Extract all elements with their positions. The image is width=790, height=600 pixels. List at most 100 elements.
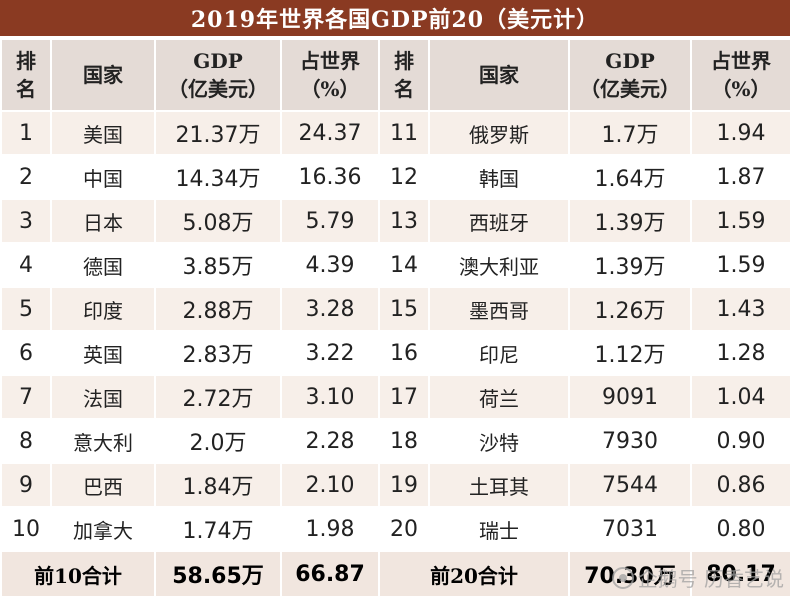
country-cell: 巴西 [50, 462, 156, 508]
table-row: 10 加拿大 1.74万 1.98 20 瑞士 7031 0.80 [0, 506, 790, 552]
share-cell: 4.39 [280, 242, 380, 288]
header-share: 占世界 （%） [280, 38, 380, 112]
table-row: 5 印度 2.88万 3.28 15 墨西哥 1.26万 1.43 [0, 286, 790, 332]
rank-cell: 8 [0, 418, 52, 464]
rank-cell: 6 [0, 330, 52, 376]
gdp-cell: 2.88万 [154, 286, 282, 332]
gdp-cell: 2.72万 [154, 374, 282, 420]
country-cell: 印度 [50, 286, 156, 332]
rank-cell: 4 [0, 242, 52, 288]
gdp-cell: 1.7万 [568, 110, 692, 156]
rank-cell: 9 [0, 462, 52, 508]
share-cell: 1.43 [690, 286, 790, 332]
header-gdp: GDP （亿美元） [568, 38, 692, 112]
gdp-cell: 7930 [568, 418, 692, 464]
country-cell: 瑞士 [428, 506, 570, 552]
country-cell: 意大利 [50, 418, 156, 464]
rank-cell: 13 [378, 198, 430, 244]
gdp-cell: 1.39万 [568, 242, 692, 288]
gdp-cell: 1.64万 [568, 154, 692, 200]
total-label-top10: 前10合计 [0, 550, 156, 598]
gdp-cell: 1.26万 [568, 286, 692, 332]
share-cell: 1.94 [690, 110, 790, 156]
gdp-cell: 9091 [568, 374, 692, 420]
table-row: 2 中国 14.34万 16.36 12 韩国 1.64万 1.87 [0, 154, 790, 200]
country-cell: 日本 [50, 198, 156, 244]
gdp-cell: 21.37万 [154, 110, 282, 156]
watermark-text: 企鹅号 历香艺说 [637, 567, 784, 591]
table-row: 9 巴西 1.84万 2.10 19 土耳其 7544 0.86 [0, 462, 790, 508]
rank-cell: 19 [378, 462, 430, 508]
rank-cell: 3 [0, 198, 52, 244]
rank-cell: 11 [378, 110, 430, 156]
rank-cell: 12 [378, 154, 430, 200]
rank-cell: 5 [0, 286, 52, 332]
share-cell: 24.37 [280, 110, 380, 156]
country-cell: 土耳其 [428, 462, 570, 508]
gdp-cell: 1.74万 [154, 506, 282, 552]
total-share-top20: 80.17 [690, 550, 790, 598]
rank-cell: 17 [378, 374, 430, 420]
share-cell: 3.10 [280, 374, 380, 420]
header-row: 排名 国家 GDP （亿美元） 占世界 （%） 排名 国家 GDP （亿美元） 占世界… [0, 38, 790, 112]
gdp-ranking-table: 排名 国家 GDP （亿美元） 占世界 （%） 排名 国家 GDP （亿美元） 占世界… [0, 38, 790, 598]
header-rank: 排名 [378, 38, 430, 112]
share-cell: 1.28 [690, 330, 790, 376]
table-row: 7 法国 2.72万 3.10 17 荷兰 9091 1.04 [0, 374, 790, 420]
gdp-cell: 7544 [568, 462, 692, 508]
country-cell: 荷兰 [428, 374, 570, 420]
header-gdp: GDP （亿美元） [154, 38, 282, 112]
rank-cell: 2 [0, 154, 52, 200]
rank-cell: 20 [378, 506, 430, 552]
share-cell: 1.59 [690, 242, 790, 288]
gdp-cell: 7031 [568, 506, 692, 552]
country-cell: 韩国 [428, 154, 570, 200]
gdp-cell: 1.84万 [154, 462, 282, 508]
table-row: 1 美国 21.37万 24.37 11 俄罗斯 1.7万 1.94 [0, 110, 790, 156]
share-cell: 3.22 [280, 330, 380, 376]
header-country: 国家 [428, 38, 570, 112]
share-cell: 1.59 [690, 198, 790, 244]
total-gdp-top10: 58.65万 [154, 550, 282, 598]
country-cell: 加拿大 [50, 506, 156, 552]
country-cell: 英国 [50, 330, 156, 376]
rank-cell: 16 [378, 330, 430, 376]
gdp-cell: 2.83万 [154, 330, 282, 376]
table-row: 8 意大利 2.0万 2.28 18 沙特 7930 0.90 [0, 418, 790, 464]
table-title: 2019年世界各国GDP前20（美元计） [0, 0, 790, 38]
share-cell: 0.86 [690, 462, 790, 508]
table-row: 4 德国 3.85万 4.39 14 澳大利亚 1.39万 1.59 [0, 242, 790, 288]
gdp-cell: 1.39万 [568, 198, 692, 244]
share-cell: 0.80 [690, 506, 790, 552]
table-row: 3 日本 5.08万 5.79 13 西班牙 1.39万 1.59 [0, 198, 790, 244]
rank-cell: 10 [0, 506, 52, 552]
share-cell: 2.10 [280, 462, 380, 508]
rank-cell: 18 [378, 418, 430, 464]
country-cell: 中国 [50, 154, 156, 200]
share-cell: 2.28 [280, 418, 380, 464]
country-cell: 印尼 [428, 330, 570, 376]
header-share: 占世界 （%） [690, 38, 790, 112]
share-cell: 1.04 [690, 374, 790, 420]
country-cell: 美国 [50, 110, 156, 156]
country-cell: 沙特 [428, 418, 570, 464]
country-cell: 墨西哥 [428, 286, 570, 332]
country-cell: 俄罗斯 [428, 110, 570, 156]
share-cell: 3.28 [280, 286, 380, 332]
rank-cell: 7 [0, 374, 52, 420]
rank-cell: 1 [0, 110, 52, 156]
share-cell: 5.79 [280, 198, 380, 244]
share-cell: 16.36 [280, 154, 380, 200]
penguin-logo-icon [611, 566, 634, 589]
country-cell: 西班牙 [428, 198, 570, 244]
header-country: 国家 [50, 38, 156, 112]
gdp-cell: 1.12万 [568, 330, 692, 376]
gdp-cell: 14.34万 [154, 154, 282, 200]
share-cell: 1.87 [690, 154, 790, 200]
country-cell: 德国 [50, 242, 156, 288]
share-cell: 0.90 [690, 418, 790, 464]
country-cell: 法国 [50, 374, 156, 420]
rank-cell: 15 [378, 286, 430, 332]
gdp-cell: 5.08万 [154, 198, 282, 244]
